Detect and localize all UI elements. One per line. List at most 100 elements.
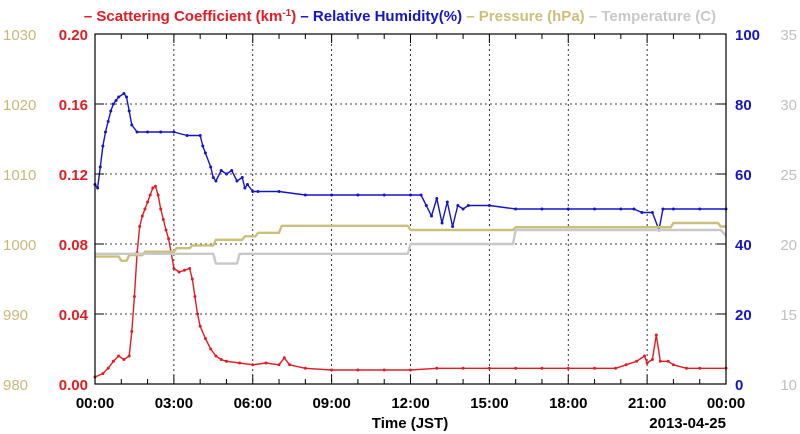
data-point-scattering-coefficient	[356, 368, 360, 372]
pressure-tick-label: 1030	[3, 27, 36, 44]
legend-entry: – Temperature (C)	[585, 8, 716, 25]
data-point-relative-humidity	[435, 197, 439, 200]
data-point-scattering-coefficient	[111, 359, 115, 363]
data-point-scattering-coefficient	[282, 356, 286, 360]
data-point-scattering-coefficient	[122, 358, 126, 361]
legend-text: – Scattering Coefficient (km-1) – Relati…	[84, 8, 716, 26]
temperature-tick-label: 25	[780, 167, 797, 184]
data-point-relative-humidity	[172, 130, 176, 134]
series-line-relative-humidity	[94, 92, 726, 231]
data-point-relative-humidity	[303, 193, 307, 197]
data-point-scattering-coefficient	[193, 295, 197, 298]
legend: – Scattering Coefficient (km-1) – Relati…	[84, 8, 716, 26]
legend-entry: – Scattering Coefficient (km	[84, 8, 282, 25]
data-point-relative-humidity	[203, 151, 207, 155]
data-point-scattering-coefficient	[140, 214, 144, 218]
pressure-tick-label: 980	[3, 377, 28, 394]
data-point-scattering-coefficient	[487, 366, 491, 370]
series-pressure	[95, 221, 726, 262]
humidity-tick-label: 40	[735, 237, 752, 254]
data-point-scattering-coefficient	[461, 366, 465, 370]
data-point-scattering-coefficient	[288, 363, 292, 367]
data-point-scattering-coefficient	[203, 337, 207, 340]
data-point-scattering-coefficient	[238, 361, 242, 365]
data-point-scattering-coefficient	[650, 358, 654, 361]
data-point-scattering-coefficient	[146, 200, 150, 204]
data-point-relative-humidity	[382, 193, 386, 197]
data-point-scattering-coefficient	[190, 277, 194, 281]
data-point-relative-humidity	[125, 95, 129, 99]
data-point-scattering-coefficient	[156, 193, 160, 197]
data-point-relative-humidity	[209, 165, 213, 169]
data-point-scattering-coefficient	[435, 366, 439, 370]
data-point-scattering-coefficient	[101, 372, 105, 375]
temperature-tick-label: 35	[780, 27, 797, 44]
data-point-relative-humidity	[540, 207, 544, 211]
data-point-relative-humidity	[671, 207, 675, 211]
data-point-scattering-coefficient	[167, 237, 171, 241]
humidity-axis: 0 20 40 60 80 100	[717, 27, 760, 394]
data-point-scattering-coefficient	[330, 368, 334, 372]
x-tick-label: 00:00	[76, 395, 114, 412]
data-point-scattering-coefficient	[624, 363, 628, 367]
data-point-relative-humidity	[109, 109, 113, 113]
data-point-scattering-coefficient	[138, 225, 142, 228]
data-point-scattering-coefficient	[303, 366, 307, 370]
data-point-relative-humidity	[650, 211, 654, 214]
data-point-scattering-coefficient	[277, 363, 281, 367]
data-point-scattering-coefficient	[159, 207, 163, 211]
scattering-tick-label: 0.00	[59, 377, 88, 394]
data-point-scattering-coefficient	[666, 359, 670, 363]
scattering-tick-label: 0.20	[59, 27, 88, 44]
data-point-scattering-coefficient	[209, 347, 213, 351]
data-point-relative-humidity	[101, 144, 105, 148]
data-point-relative-humidity	[240, 176, 244, 179]
data-point-relative-humidity	[219, 169, 223, 172]
data-point-scattering-coefficient	[127, 354, 131, 358]
data-point-relative-humidity	[235, 179, 239, 183]
data-point-relative-humidity	[130, 123, 134, 127]
data-point-relative-humidity	[698, 207, 702, 211]
scattering-tick-label: 0.04	[59, 307, 89, 324]
data-point-relative-humidity	[117, 95, 121, 99]
data-point-relative-humidity	[243, 186, 247, 190]
data-point-relative-humidity	[127, 109, 131, 113]
legend-entry-superscript: -1	[282, 8, 291, 19]
data-point-relative-humidity	[330, 193, 334, 197]
legend-entry: – Relative Humidity(%)	[296, 8, 462, 25]
data-point-relative-humidity	[487, 204, 491, 207]
data-point-scattering-coefficient	[540, 366, 544, 370]
data-point-scattering-coefficient	[214, 354, 218, 358]
data-point-relative-humidity	[409, 193, 412, 197]
data-point-relative-humidity	[451, 225, 455, 228]
data-point-scattering-coefficient	[658, 359, 662, 363]
data-point-scattering-coefficient	[593, 366, 597, 370]
data-point-scattering-coefficient	[219, 358, 223, 361]
data-point-scattering-coefficient	[188, 267, 192, 270]
data-point-relative-humidity	[214, 179, 218, 183]
temperature-axis: 10 15 20 25 30 35	[780, 27, 797, 394]
data-point-relative-humidity	[632, 207, 636, 211]
data-point-scattering-coefficient	[654, 333, 658, 337]
x-tick-label: 12:00	[391, 395, 429, 412]
date-label: 2013-04-25	[649, 415, 726, 432]
data-point-relative-humidity	[224, 172, 228, 176]
data-point-scattering-coefficient	[642, 354, 646, 358]
x-axis-label: Time (JST)	[372, 415, 448, 432]
data-point-scattering-coefficient	[514, 366, 518, 370]
data-point-scattering-coefficient	[409, 368, 412, 372]
x-tick-label: 03:00	[155, 395, 193, 412]
humidity-tick-label: 20	[735, 307, 752, 324]
data-point-scattering-coefficient	[143, 207, 147, 211]
data-point-relative-humidity	[640, 211, 644, 214]
data-point-scattering-coefficient	[264, 361, 268, 365]
scattering-tick-label: 0.12	[59, 167, 88, 184]
x-tick-label: 21:00	[628, 395, 666, 412]
data-point-relative-humidity	[122, 92, 126, 95]
data-point-relative-humidity	[456, 204, 460, 207]
data-point-scattering-coefficient	[685, 366, 689, 370]
data-point-relative-humidity	[251, 190, 255, 193]
data-point-relative-humidity	[114, 99, 118, 102]
data-point-scattering-coefficient	[224, 359, 228, 363]
data-point-relative-humidity	[135, 130, 139, 134]
